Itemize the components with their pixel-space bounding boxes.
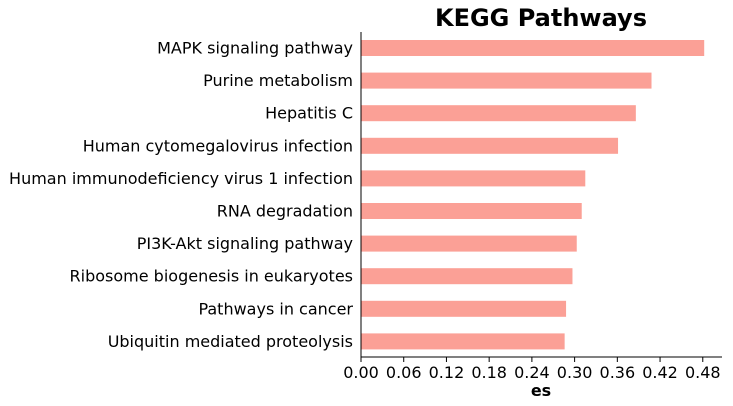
bar <box>361 300 567 317</box>
x-tick-label: 0.00 <box>343 363 379 382</box>
bar <box>361 40 705 56</box>
bar <box>361 333 565 350</box>
x-tick-label: 0.12 <box>429 363 465 382</box>
category-label: Human cytomegalovirus infection <box>83 136 353 155</box>
chart-title: KEGG Pathways <box>435 4 647 32</box>
category-label: Pathways in cancer <box>198 299 353 318</box>
category-label: Purine metabolism <box>203 71 353 90</box>
x-tick-label: 0.30 <box>557 363 593 382</box>
category-label: Ubiquitin mediated proteolysis <box>108 332 353 351</box>
bar <box>361 268 573 285</box>
category-label: MAPK signaling pathway <box>157 39 353 58</box>
bar <box>361 203 582 219</box>
x-tick-label: 0.18 <box>471 363 507 382</box>
category-label: Hepatitis C <box>265 104 353 123</box>
bar <box>361 105 636 122</box>
bar <box>361 170 586 187</box>
x-tick-label: 0.36 <box>600 363 636 382</box>
x-tick-label: 0.24 <box>514 363 550 382</box>
category-labels: MAPK signaling pathway Purine metabolism H… <box>9 39 353 351</box>
x-tick-label: 0.48 <box>685 363 721 382</box>
x-tick-label: 0.06 <box>386 363 422 382</box>
category-label: Ribosome biogenesis in eukaryotes <box>70 267 353 286</box>
bar <box>361 137 619 154</box>
category-label: RNA degradation <box>217 202 353 221</box>
category-label: PI3K-Akt signaling pathway <box>137 234 353 253</box>
category-label: Human immunodeficiency virus 1 infection <box>9 169 353 188</box>
x-ticks: 0.00 0.06 0.12 0.18 0.24 0.30 0.36 0.42 0.48 <box>343 357 721 382</box>
x-tick-label: 0.42 <box>642 363 678 382</box>
bar <box>361 235 577 252</box>
bars-group <box>361 40 705 350</box>
x-axis-label: es <box>531 381 551 400</box>
bar <box>361 72 652 89</box>
